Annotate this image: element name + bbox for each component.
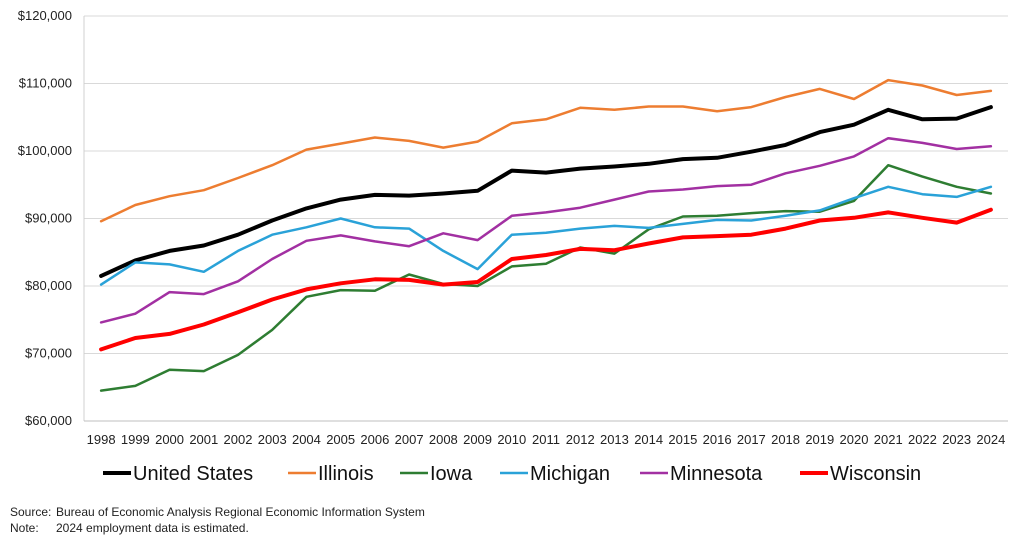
y-tick-label: $90,000 — [25, 211, 72, 226]
x-tick-label: 2013 — [600, 432, 629, 447]
y-axis-tick-labels: $60,000 $70,000 $80,000 $90,000 $100,000 $110… — [18, 8, 72, 428]
x-tick-label: 2009 — [463, 432, 492, 447]
x-tick-label: 2012 — [566, 432, 595, 447]
y-tick-label: $60,000 — [25, 413, 72, 428]
series-line-wisconsin — [99, 207, 993, 352]
note-label: Note: — [10, 521, 39, 535]
x-tick-label: 2018 — [771, 432, 800, 447]
note-text: 2024 employment data is estimated. — [56, 521, 249, 535]
x-tick-label: 2008 — [429, 432, 458, 447]
legend-label: United States — [133, 463, 253, 485]
legend: United States Illinois Iowa Michigan Minneso… — [103, 463, 921, 485]
x-tick-label: 2015 — [668, 432, 697, 447]
x-tick-label: 1998 — [87, 432, 116, 447]
x-tick-label: 1999 — [121, 432, 150, 447]
x-tick-label: 2010 — [497, 432, 526, 447]
legend-label: Minnesota — [670, 463, 763, 485]
legend-label: Iowa — [430, 463, 473, 485]
y-tick-label: $70,000 — [25, 346, 72, 361]
x-tick-label: 2004 — [292, 432, 321, 447]
x-tick-label: 2024 — [976, 432, 1005, 447]
x-axis-tick-labels: 1998 1999 2000 2001 2002 2003 2004 2005 2006 2007… — [87, 432, 1006, 447]
x-tick-label: 2006 — [360, 432, 389, 447]
x-tick-label: 2011 — [532, 432, 560, 447]
x-tick-label: 2017 — [737, 432, 766, 447]
line-chart: $60,000 $70,000 $80,000 $90,000 $100,000 $110… — [18, 8, 1008, 485]
x-tick-label: 2016 — [703, 432, 732, 447]
y-tick-label: $120,000 — [18, 8, 72, 23]
source-text: Bureau of Economic Analysis Regional Eco… — [56, 505, 425, 519]
note-footnote: Note: 2024 employment data is estimated. — [10, 521, 249, 535]
x-tick-label: 2023 — [942, 432, 971, 447]
series-line-minnesota — [99, 136, 993, 324]
source-footnote: Source: Bureau of Economic Analysis Regio… — [10, 505, 425, 519]
x-tick-label: 2019 — [805, 432, 834, 447]
series-line-iowa — [99, 163, 993, 392]
legend-label: Wisconsin — [830, 463, 921, 485]
y-tick-label: $110,000 — [19, 76, 72, 91]
source-label: Source: — [10, 505, 52, 519]
y-tick-label: $80,000 — [25, 278, 72, 293]
x-tick-label: 2020 — [840, 432, 869, 447]
x-tick-label: 2007 — [395, 432, 424, 447]
series-line-united-states — [99, 105, 993, 278]
x-tick-label: 2005 — [326, 432, 355, 447]
y-tick-label: $100,000 — [18, 143, 72, 158]
series-line-michigan — [99, 185, 993, 286]
series-line-illinois — [99, 78, 993, 223]
legend-label: Illinois — [318, 463, 374, 485]
series-lines — [99, 78, 993, 392]
x-tick-label: 2000 — [155, 432, 184, 447]
gridlines — [83, 15, 1008, 422]
x-tick-label: 2014 — [634, 432, 663, 447]
x-tick-label: 2002 — [224, 432, 253, 447]
x-tick-label: 2022 — [908, 432, 937, 447]
legend-label: Michigan — [530, 463, 610, 485]
x-tick-label: 2021 — [874, 432, 903, 447]
x-tick-label: 2001 — [189, 432, 218, 447]
x-tick-label: 2003 — [258, 432, 287, 447]
